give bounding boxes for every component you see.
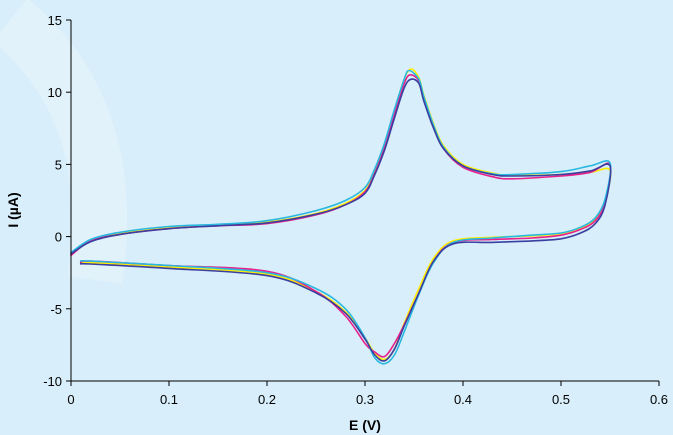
x-axis-title: E (V) (349, 417, 381, 433)
cv-series-line-3 (70, 69, 612, 365)
y-tick-label: 5 (55, 157, 62, 172)
plot-lines (70, 68, 612, 365)
x-tick-label: 0.2 (258, 392, 276, 407)
y-tick-label: 0 (55, 230, 62, 245)
x-tick-label: 0.5 (552, 392, 570, 407)
y-ticks: -10 -5 0 5 10 15 (43, 13, 71, 389)
x-tick-label: 0 (67, 392, 74, 407)
x-tick-label: 0.3 (356, 392, 374, 407)
x-tick-label: 0.1 (160, 392, 178, 407)
y-tick-label: -5 (50, 302, 62, 317)
cv-series-line-4 (70, 78, 612, 362)
y-axis-title: I (µA) (5, 192, 21, 227)
y-tick-label: 15 (48, 13, 62, 28)
y-tick-label: -10 (43, 374, 62, 389)
y-tick-label: 10 (48, 85, 62, 100)
x-ticks: 0 0.1 0.2 0.3 0.4 0.5 0.6 (67, 381, 668, 407)
x-tick-label: 0.6 (650, 392, 668, 407)
x-tick-label: 0.4 (454, 392, 472, 407)
